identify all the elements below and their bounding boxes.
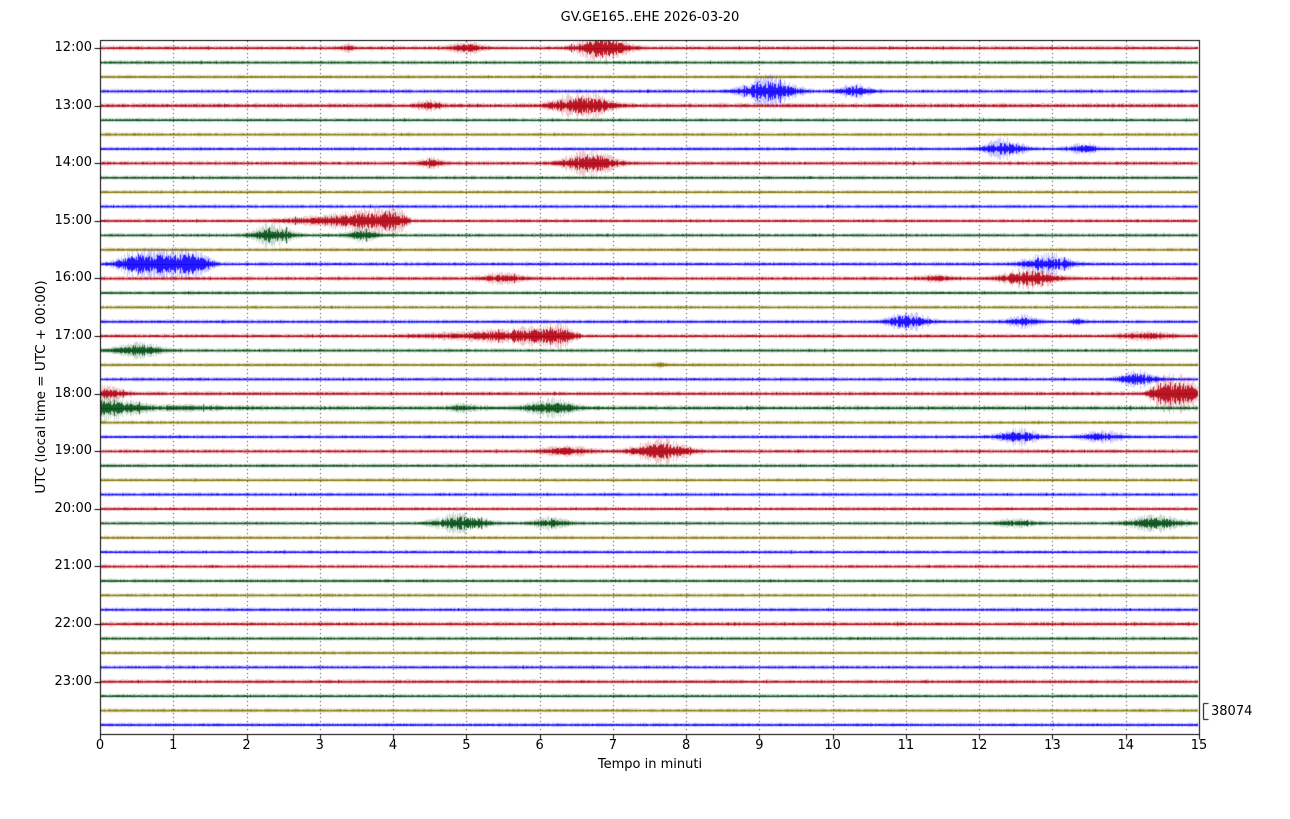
y-tick-label: 23:00 (54, 673, 92, 689)
y-tick-label: 13:00 (54, 97, 92, 113)
y-tick-label: 19:00 (54, 443, 92, 459)
x-tick-label: 5 (462, 738, 471, 753)
x-tick-label: 15 (1190, 738, 1208, 753)
x-axis-label: Tempo in minuti (597, 757, 703, 772)
y-tick-label: 16:00 (54, 270, 92, 286)
x-tick-label: 10 (824, 738, 841, 753)
x-tick-label: 6 (535, 738, 544, 753)
x-tick-label: 0 (95, 738, 105, 753)
x-tick-label: 2 (242, 738, 251, 753)
x-tick-label: 3 (315, 738, 324, 753)
y-tick-label: 17:00 (54, 328, 92, 343)
x-tick-label: 1 (169, 738, 178, 753)
y-tick-label: 22:00 (54, 616, 92, 631)
chart-title: GV.GE165..EHE 2026-03-20 (560, 10, 740, 25)
x-tick-label: 8 (681, 738, 691, 753)
x-tick-label: 7 (608, 738, 617, 753)
x-tick-label: 9 (755, 738, 764, 753)
x-tick-label: 12 (970, 738, 988, 753)
y-tick-label: 15:00 (54, 212, 92, 228)
x-tick-label: 14 (1117, 738, 1134, 753)
y-tick-label: 18:00 (54, 385, 92, 401)
y-tick-label: 20:00 (54, 500, 92, 516)
amplitude-scale-label: 38074 (1211, 704, 1253, 719)
x-tick-label: 4 (388, 738, 398, 753)
x-tick-label: 11 (897, 738, 915, 753)
y-tick-label: 14:00 (54, 155, 92, 171)
x-tick-label: 13 (1044, 738, 1061, 753)
y-tick-label: 12:00 (54, 40, 92, 55)
y-tick-label: 21:00 (54, 558, 92, 574)
